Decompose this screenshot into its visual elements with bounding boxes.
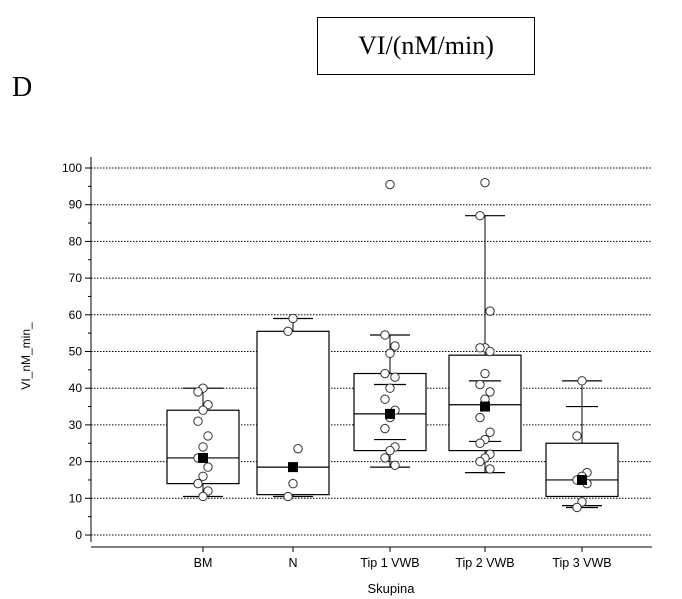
data-point xyxy=(385,445,395,456)
data-point xyxy=(380,453,390,463)
y-tick-label: 60 xyxy=(69,308,83,322)
data-point xyxy=(288,313,298,324)
data-point xyxy=(198,405,208,415)
data-point xyxy=(572,502,582,513)
data-point xyxy=(198,442,208,452)
data-point xyxy=(475,379,485,390)
data-point xyxy=(385,383,395,393)
y-tick-label: 80 xyxy=(69,234,83,248)
box-group xyxy=(353,179,427,470)
data-point xyxy=(385,179,395,190)
box-group xyxy=(448,177,522,474)
data-point xyxy=(485,464,495,474)
data-point xyxy=(293,444,303,454)
data-point xyxy=(288,478,298,489)
box-groups xyxy=(166,177,619,513)
data-point xyxy=(475,438,485,448)
data-point xyxy=(283,326,293,337)
y-tick-label: 20 xyxy=(69,455,83,469)
data-point xyxy=(380,394,390,404)
x-tick-label: N xyxy=(288,556,297,570)
y-tick-label: 70 xyxy=(69,271,83,285)
panel-letter: D xyxy=(12,72,33,103)
data-point xyxy=(385,348,395,359)
data-point xyxy=(480,368,490,379)
data-point xyxy=(198,491,208,502)
y-tick-label: 10 xyxy=(69,491,83,505)
x-axis-label: Skupina xyxy=(368,581,416,596)
data-point xyxy=(485,306,495,316)
data-point xyxy=(283,491,293,502)
mean-marker xyxy=(385,408,395,419)
data-point xyxy=(577,376,587,386)
y-axis-label: VI_nM_min_ xyxy=(19,322,33,390)
chart-title-box: VI/(nM/min) xyxy=(317,17,535,75)
data-point xyxy=(475,412,485,423)
data-point xyxy=(390,372,400,382)
data-point xyxy=(480,177,490,188)
data-point xyxy=(198,471,208,481)
x-tick-label: Tip 3 VWB xyxy=(552,556,611,570)
data-point xyxy=(485,427,495,437)
data-point xyxy=(193,416,203,426)
data-point xyxy=(475,343,485,353)
data-point xyxy=(203,431,213,441)
data-point xyxy=(380,423,390,434)
x-tick-label: Tip 2 VWB xyxy=(455,556,514,570)
data-point xyxy=(475,211,485,221)
data-point xyxy=(572,431,582,441)
y-tick-label: 100 xyxy=(62,161,82,175)
x-tick-label: Tip 1 VWB xyxy=(360,556,419,570)
y-tick-label: 40 xyxy=(69,381,83,395)
data-point xyxy=(475,456,485,467)
data-point xyxy=(203,462,213,472)
data-point xyxy=(193,387,203,397)
mean-marker xyxy=(577,474,587,485)
box-iqr xyxy=(545,442,619,498)
data-point xyxy=(380,330,390,340)
box-group xyxy=(256,313,330,502)
y-tick-label: 0 xyxy=(75,528,82,542)
y-tick-label: 50 xyxy=(69,345,83,359)
mean-marker xyxy=(288,462,298,473)
axes: 0 10 20 30 40 50 60 70 80 90 100 BM N Tip 1 VWB Tip 2 … xyxy=(62,157,652,570)
y-tick-label: 90 xyxy=(69,198,83,212)
data-point xyxy=(485,346,495,357)
data-point xyxy=(390,341,400,351)
x-tick-label: BM xyxy=(194,556,213,570)
data-point xyxy=(380,368,390,379)
box-group xyxy=(166,383,240,502)
mean-marker xyxy=(480,401,490,412)
data-point xyxy=(193,478,203,489)
mean-marker xyxy=(198,452,208,463)
data-point xyxy=(485,387,495,397)
data-point xyxy=(390,460,400,470)
box-group xyxy=(545,376,619,513)
y-tick-label: 30 xyxy=(69,418,83,432)
